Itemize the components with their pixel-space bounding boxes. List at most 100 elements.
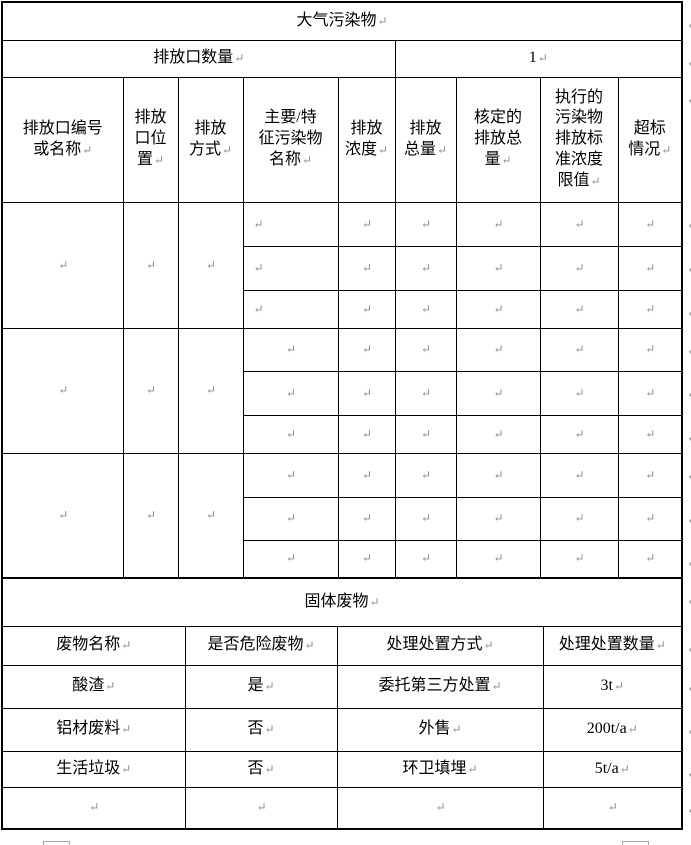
air-cell-concentration[interactable]: ↵ [337, 539, 396, 579]
air-cell-approved-total[interactable]: ↵ [455, 201, 541, 247]
sw-cell-waste-name[interactable]: 生活垃圾↵ [1, 750, 186, 788]
air-cell-pollutant-name[interactable]: ↵ [242, 289, 339, 329]
air-cell-exceedance[interactable]: ↵ [617, 245, 684, 291]
sw-cell-disposal-method[interactable]: 外售↵ [336, 707, 544, 752]
air-cell-exceedance[interactable]: ↵ [617, 452, 684, 498]
air-cell-concentration[interactable]: ↵ [337, 452, 396, 498]
air-cell-total-discharge[interactable]: ↵ [394, 370, 457, 416]
air-cell-pollutant-name[interactable]: ↵ [242, 496, 339, 541]
air-cell-concentration[interactable]: ↵ [337, 496, 396, 541]
air-cell-discharge-method[interactable]: ↵ [177, 452, 244, 579]
air-cell-concentration[interactable]: ↵ [337, 327, 396, 372]
air-cell-total-discharge[interactable]: ↵ [394, 539, 457, 579]
air-header-approved-total[interactable]: 核定的 排放总 量↵ [455, 76, 541, 203]
air-cell-approved-total[interactable]: ↵ [455, 452, 541, 498]
air-cell-approved-total[interactable]: ↵ [455, 539, 541, 579]
air-cell-approved-total[interactable]: ↵ [455, 245, 541, 291]
air-cell-approved-total[interactable]: ↵ [455, 370, 541, 416]
air-cell-concentration[interactable]: ↵ [337, 289, 396, 329]
air-cell-exceedance[interactable]: ↵ [617, 201, 684, 247]
air-header-discharge-method[interactable]: 排放 方式↵ [177, 76, 244, 203]
paragraph-mark: ↵ [285, 467, 297, 482]
air-header-pollutant-name[interactable]: 主要/特 征污染物 名称↵ [242, 76, 339, 203]
air-cell-exceedance[interactable]: ↵ [617, 496, 684, 541]
air-cell-outlet-location[interactable]: ↵ [122, 201, 179, 329]
air-cell-exceedance[interactable]: ↵ [617, 289, 684, 329]
sw-cell-hazardous[interactable]: 是↵ [184, 664, 338, 709]
air-cell-standard-limit[interactable]: ↵ [539, 245, 619, 291]
air-cell-total-discharge[interactable]: ↵ [394, 327, 457, 372]
air-cell-exceedance[interactable]: ↵ [617, 370, 684, 416]
air-cell-approved-total[interactable]: ↵ [455, 289, 541, 329]
air-header-outlet-location[interactable]: 排放 口位 置↵ [122, 76, 179, 203]
sw-header-disposal-method[interactable]: 处理处置方式↵ [336, 625, 544, 666]
sw-cell-disposal-quantity[interactable]: 3t↵ [542, 664, 684, 709]
air-cell-total-discharge[interactable]: ↵ [394, 496, 457, 541]
sw-cell-hazardous[interactable]: 否↵ [184, 707, 338, 752]
air-header-outlet-id[interactable]: 排放口编号 或名称↵ [1, 76, 124, 203]
sw-cell-disposal-quantity[interactable]: ↵ [542, 786, 684, 830]
air-cell-pollutant-name[interactable]: ↵ [242, 370, 339, 416]
sw-cell-disposal-method[interactable]: ↵ [336, 786, 544, 830]
air-header-standard-limit[interactable]: 执行的 污染物 排放标 准浓度 限值↵ [539, 76, 619, 203]
air-cell-concentration[interactable]: ↵ [337, 201, 396, 247]
air-section-title-cell[interactable]: 大气污染物↵ [0, 1, 684, 41]
sw-header-waste-name[interactable]: 废物名称↵ [1, 625, 186, 666]
outlet-count-label-cell[interactable]: 排放口数量↵ [1, 39, 396, 78]
sw-cell-disposal-quantity[interactable]: 5t/a↵ [542, 750, 684, 788]
air-cell-outlet-location[interactable]: ↵ [122, 327, 179, 454]
air-cell-standard-limit[interactable]: ↵ [539, 452, 619, 498]
air-cell-exceedance[interactable]: ↵ [617, 539, 684, 579]
air-cell-standard-limit[interactable]: ↵ [539, 496, 619, 541]
air-cell-concentration[interactable]: ↵ [337, 245, 396, 291]
air-cell-pollutant-name[interactable]: ↵ [242, 414, 339, 454]
air-cell-outlet-id[interactable]: ↵ [1, 452, 124, 579]
sw-header-disposal-quantity[interactable]: 处理处置数量↵ [542, 625, 684, 666]
air-cell-total-discharge[interactable]: ↵ [394, 245, 457, 291]
air-cell-standard-limit[interactable]: ↵ [539, 289, 619, 329]
air-cell-standard-limit[interactable]: ↵ [539, 370, 619, 416]
outlet-count-value-cell[interactable]: 1↵ [394, 39, 684, 78]
sw-cell-waste-name[interactable]: 酸渣↵ [1, 664, 186, 709]
sw-cell-hazardous[interactable]: 否↵ [184, 750, 338, 788]
air-cell-concentration[interactable]: ↵ [337, 414, 396, 454]
air-cell-total-discharge[interactable]: ↵ [394, 414, 457, 454]
air-header-concentration[interactable]: 排放 浓度↵ [337, 76, 396, 203]
air-cell-outlet-id[interactable]: ↵ [1, 327, 124, 454]
air-cell-total-discharge[interactable]: ↵ [394, 289, 457, 329]
sw-header-hazardous[interactable]: 是否危险废物↵ [184, 625, 338, 666]
air-header-total-discharge[interactable]: 排放 总量↵ [394, 76, 457, 203]
air-cell-discharge-method[interactable]: ↵ [177, 201, 244, 329]
paragraph-mark: ↵ [645, 301, 656, 316]
air-cell-total-discharge[interactable]: ↵ [394, 201, 457, 247]
air-cell-concentration[interactable]: ↵ [337, 370, 396, 416]
air-cell-standard-limit[interactable]: ↵ [539, 414, 619, 454]
air-cell-standard-limit[interactable]: ↵ [539, 201, 619, 247]
sw-cell-disposal-method[interactable]: 委托第三方处置↵ [336, 664, 544, 709]
air-cell-outlet-id[interactable]: ↵ [1, 201, 124, 329]
air-cell-total-discharge[interactable]: ↵ [394, 452, 457, 498]
paragraph-mark: ↵ [361, 301, 373, 316]
paragraph-mark: ↵ [253, 216, 264, 231]
air-cell-pollutant-name[interactable]: ↵ [242, 201, 339, 247]
air-cell-pollutant-name[interactable]: ↵ [242, 452, 339, 498]
air-cell-discharge-method[interactable]: ↵ [177, 327, 244, 454]
solid-waste-title-cell[interactable]: 固体废物↵ [0, 577, 684, 627]
air-cell-standard-limit[interactable]: ↵ [539, 539, 619, 579]
air-header-exceedance[interactable]: 超标 情况↵ [617, 76, 684, 203]
air-cell-pollutant-name[interactable]: ↵ [242, 245, 339, 291]
sw-cell-waste-name[interactable]: 铝材废料↵ [1, 707, 186, 752]
air-cell-approved-total[interactable]: ↵ [455, 414, 541, 454]
air-cell-pollutant-name[interactable]: ↵ [242, 539, 339, 579]
air-cell-outlet-location[interactable]: ↵ [122, 452, 179, 579]
sw-cell-waste-name[interactable]: ↵ [1, 786, 186, 830]
air-cell-standard-limit[interactable]: ↵ [539, 327, 619, 372]
air-cell-approved-total[interactable]: ↵ [455, 496, 541, 541]
air-cell-exceedance[interactable]: ↵ [617, 414, 684, 454]
sw-cell-disposal-quantity[interactable]: 200t/a↵ [542, 707, 684, 752]
sw-cell-disposal-method[interactable]: 环卫填埋↵ [336, 750, 544, 788]
sw-cell-hazardous[interactable]: ↵ [184, 786, 338, 830]
air-cell-approved-total[interactable]: ↵ [455, 327, 541, 372]
air-cell-pollutant-name[interactable]: ↵ [242, 327, 339, 372]
air-cell-exceedance[interactable]: ↵ [617, 327, 684, 372]
